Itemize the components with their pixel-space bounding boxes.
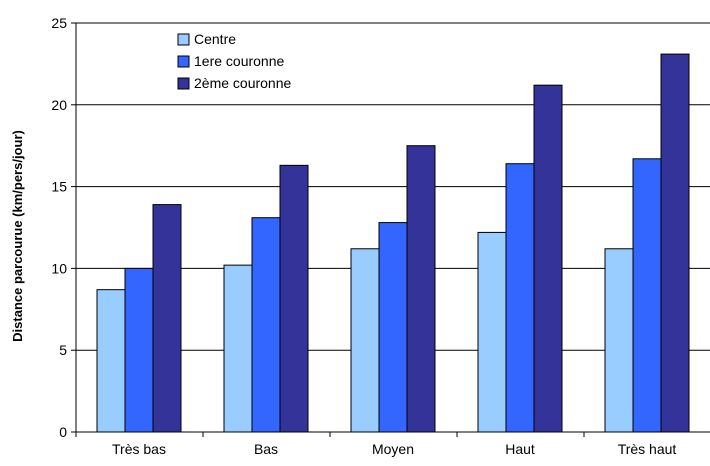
legend-swatch <box>177 77 190 90</box>
bar-centre-1 <box>223 264 253 433</box>
x-tick-label: Très bas <box>112 441 166 457</box>
x-tick-label: Bas <box>254 441 278 457</box>
legend-swatch <box>177 55 190 68</box>
legend-label: 1ere couronne <box>194 53 285 69</box>
bar-2-me-couronne-4 <box>660 53 690 433</box>
y-tick-label: 0 <box>59 424 67 440</box>
y-axis-label: Distance parcourue (km/pers/jour) <box>10 130 25 342</box>
x-tick-label: Haut <box>505 441 535 457</box>
bars <box>96 53 690 433</box>
x-tick-labels: Très bas Bas Moyen Haut Très haut <box>112 441 676 457</box>
y-tick-label: 20 <box>51 97 67 113</box>
bar-centre-2 <box>350 248 380 433</box>
bar-2-me-couronne-3 <box>533 84 563 433</box>
legend-label: 2ème couronne <box>194 75 292 91</box>
axes <box>71 22 710 437</box>
bar-1ere-couronne-4 <box>632 158 662 433</box>
bar-1ere-couronne-2 <box>378 222 408 433</box>
legend-swatch <box>177 33 190 46</box>
y-tick-label: 15 <box>51 179 67 195</box>
bar-1ere-couronne-1 <box>251 217 281 433</box>
y-tick-labels: 0 5 10 15 20 25 <box>51 15 67 440</box>
bar-2-me-couronne-1 <box>279 164 309 433</box>
legend-label: Centre <box>194 31 236 47</box>
y-tick-label: 10 <box>51 260 67 276</box>
bar-1ere-couronne-3 <box>505 163 535 433</box>
bar-1ere-couronne-0 <box>124 267 154 433</box>
legend: Centre 1ere couronne 2ème couronne <box>177 31 292 91</box>
bar-centre-3 <box>477 231 507 433</box>
y-tick-label: 5 <box>59 342 67 358</box>
bar-2-me-couronne-0 <box>152 204 182 433</box>
x-tick-label: Très haut <box>618 441 677 457</box>
bar-centre-0 <box>96 289 126 433</box>
y-tick-label: 25 <box>51 15 67 31</box>
x-tick-label: Moyen <box>372 441 414 457</box>
bar-2-me-couronne-2 <box>406 145 436 433</box>
bar-centre-4 <box>604 248 634 433</box>
